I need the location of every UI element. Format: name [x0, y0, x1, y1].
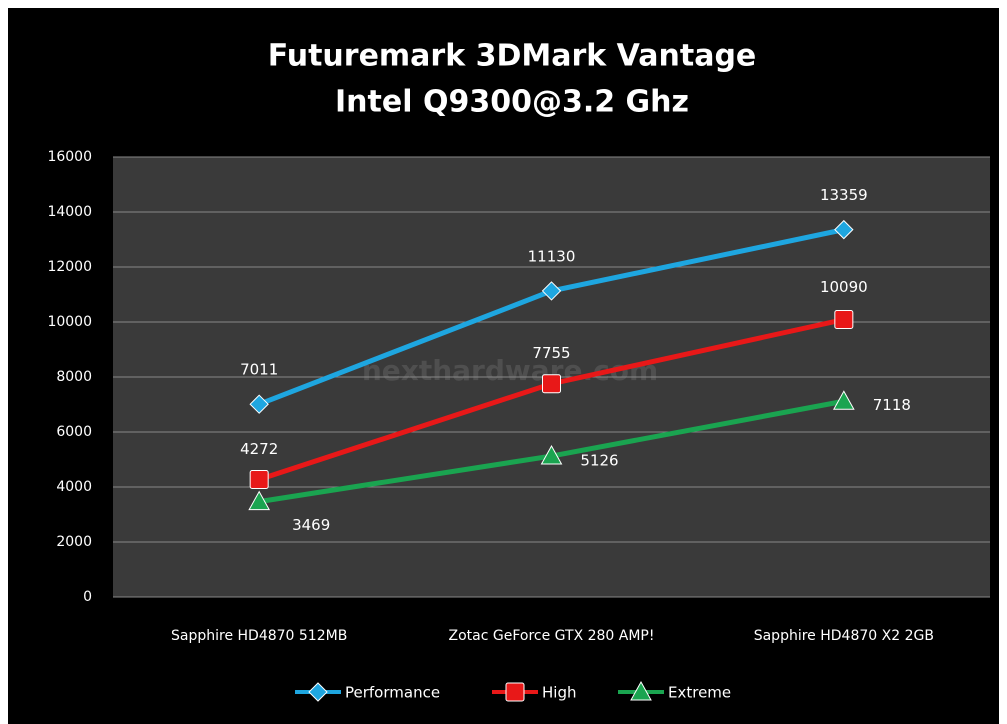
legend-label: Extreme — [668, 684, 731, 702]
x-tick-label: Zotac GeForce GTX 280 AMP! — [449, 628, 655, 644]
marker — [249, 470, 269, 490]
y-tick-label: 2000 — [56, 534, 92, 550]
marker — [832, 390, 855, 410]
marker — [308, 682, 328, 702]
data-label: 7118 — [873, 396, 911, 414]
legend-label: High — [542, 684, 576, 702]
data-label: 7755 — [532, 344, 570, 362]
y-tick-label: 12000 — [47, 259, 92, 275]
data-label: 3469 — [292, 516, 330, 534]
y-tick-label: 4000 — [56, 479, 92, 495]
y-tick-label: 16000 — [47, 149, 92, 165]
data-label: 5126 — [580, 452, 618, 470]
data-label: 10090 — [820, 278, 868, 296]
legend-item: Performance — [295, 682, 440, 702]
chart-subtitle: Intel Q9300@3.2 Ghz — [335, 85, 689, 120]
legend-label: Performance — [345, 684, 440, 702]
chart-title: Futuremark 3DMark Vantage — [268, 39, 757, 74]
marker — [834, 310, 854, 330]
y-tick-label: 10000 — [47, 314, 92, 330]
marker — [505, 682, 525, 702]
data-label: 13359 — [820, 186, 868, 204]
y-tick-label: 6000 — [56, 424, 92, 440]
x-tick-label: Sapphire HD4870 512MB — [171, 628, 347, 644]
marker — [249, 394, 269, 414]
marker — [630, 680, 652, 701]
x-tick-label: Sapphire HD4870 X2 2GB — [754, 628, 934, 644]
data-label: 7011 — [240, 361, 278, 379]
y-tick-label: 0 — [83, 589, 92, 605]
marker — [541, 281, 562, 301]
legend-item: Extreme — [618, 680, 731, 702]
marker — [540, 445, 563, 465]
marker — [248, 490, 271, 511]
data-label: 4272 — [240, 440, 278, 458]
marker — [834, 219, 854, 240]
y-tick-label: 14000 — [47, 204, 92, 220]
y-tick-label: 8000 — [56, 369, 92, 385]
data-label: 11130 — [528, 247, 576, 265]
marker — [542, 374, 561, 394]
legend-item: High — [492, 682, 576, 702]
